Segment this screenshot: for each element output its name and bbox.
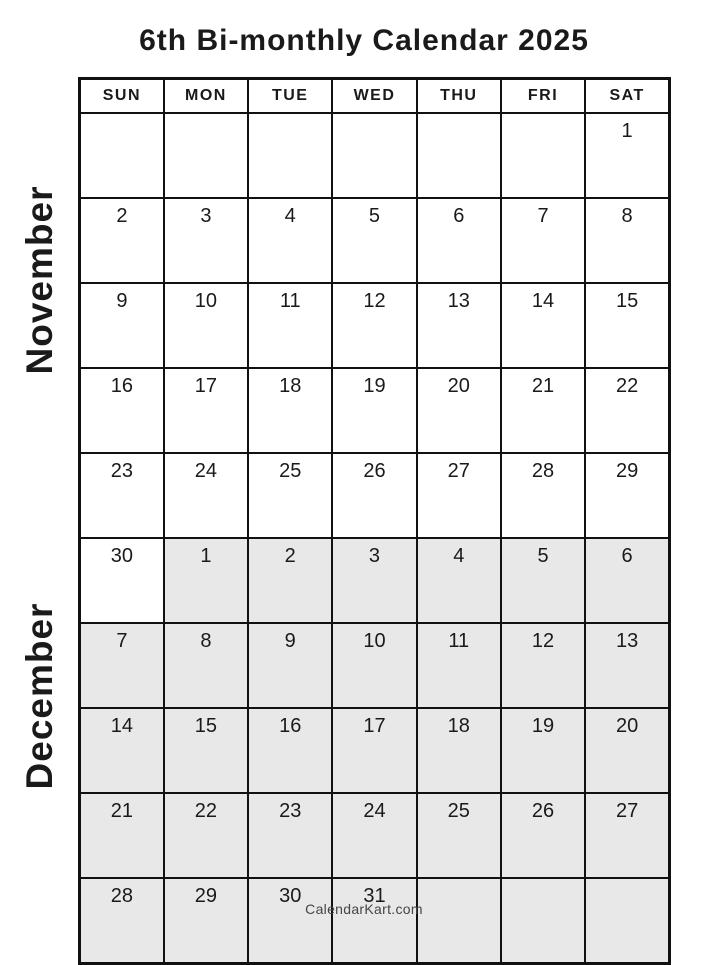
weekday-header-wed: WED [331,77,418,114]
calendar-day-cell: 11 [247,282,334,369]
calendar-day-cell: 27 [415,452,502,539]
calendar-day-cell: 27 [584,792,671,879]
calendar-week-row: 23 24 25 26 27 28 29 [78,452,671,539]
calendar-day-cell: 13 [415,282,502,369]
calendar-day-cell: 17 [162,367,250,454]
calendar-day-cell [415,877,502,965]
calendar-day-cell [247,112,334,199]
calendar-day-cell: 8 [162,622,250,709]
calendar-day-cell: 30 [247,877,334,965]
calendar-day-cell: 2 [78,197,165,284]
calendar-day-cell: 24 [331,792,418,879]
calendar-day-cell: 26 [331,452,418,539]
weekday-header-tue: TUE [247,77,334,114]
calendar-day-cell: 15 [584,282,671,369]
weekday-header-sat: SAT [584,77,671,114]
calendar-day-cell [584,877,671,965]
calendar-day-cell: 16 [247,707,334,794]
calendar-day-cell: 9 [247,622,334,709]
calendar-week-row: 9 10 11 12 13 14 15 [78,282,671,369]
calendar-day-cell: 1 [162,537,250,624]
calendar-day-cell: 6 [415,197,502,284]
month-label-december: December [19,602,60,790]
calendar-day-cell: 25 [247,452,334,539]
calendar-day-cell: 23 [247,792,334,879]
weekday-header-fri: FRI [499,77,587,114]
calendar-week-row: 7 8 9 10 11 12 13 [78,622,671,709]
calendar-day-cell: 18 [247,367,334,454]
calendar-day-cell: 20 [415,367,502,454]
calendar-week-row: 1 [78,112,671,199]
footer-watermark: CalendarKart.com [305,901,423,917]
calendar-day-cell: 13 [584,622,671,709]
calendar-week-row: 21 22 23 24 25 26 27 [78,792,671,879]
calendar-day-cell [162,112,250,199]
calendar-day-cell: 19 [331,367,418,454]
calendar-day-cell: 24 [162,452,250,539]
calendar-day-cell: 14 [499,282,587,369]
calendar-day-cell: 10 [331,622,418,709]
calendar-day-cell: 3 [331,537,418,624]
page-title: 6th Bi-monthly Calendar 2025 [139,24,589,57]
calendar-day-cell: 22 [584,367,671,454]
calendar-day-cell: 28 [78,877,165,965]
calendar-day-cell [499,112,587,199]
calendar-day-cell: 21 [499,367,587,454]
calendar-day-cell: 19 [499,707,587,794]
calendar-day-cell: 31 [331,877,418,965]
month-label-november: November [19,185,60,375]
weekday-header-row: SUN MON TUE WED THU FRI SAT [78,77,671,114]
calendar-day-cell: 21 [78,792,165,879]
calendar-day-cell: 17 [331,707,418,794]
weekday-header-sun: SUN [78,77,165,114]
calendar-day-cell: 22 [162,792,250,879]
calendar-day-cell: 12 [499,622,587,709]
calendar-day-cell: 20 [584,707,671,794]
calendar-day-cell: 14 [78,707,165,794]
calendar-day-cell [415,112,502,199]
calendar-day-cell: 15 [162,707,250,794]
calendar-day-cell [499,877,587,965]
calendar-day-cell: 9 [78,282,165,369]
calendar-day-cell [331,112,418,199]
calendar-day-cell: 3 [162,197,250,284]
calendar-day-cell: 18 [415,707,502,794]
calendar-body: 1 2 3 4 5 6 7 8 9 10 11 12 13 14 15 16 17 18 19 20 21 22 23 24 2… [78,112,671,965]
calendar-day-cell: 28 [499,452,587,539]
calendar-table: SUN MON TUE WED THU FRI SAT 1 2 3 4 5 6 7 8 9 10 11 12 13 1… [78,77,671,965]
calendar-week-row: 30 1 2 3 4 5 6 [78,537,671,624]
calendar-day-cell: 4 [415,537,502,624]
calendar-day-cell: 29 [162,877,250,965]
calendar-week-row: 14 15 16 17 18 19 20 [78,707,671,794]
weekday-header-thu: THU [415,77,502,114]
calendar-day-cell: 7 [499,197,587,284]
calendar-day-cell: 5 [499,537,587,624]
calendar-day-cell: 5 [331,197,418,284]
calendar-day-cell: 1 [584,112,671,199]
calendar-day-cell: 25 [415,792,502,879]
calendar-day-cell: 30 [78,537,165,624]
calendar-day-cell: 29 [584,452,671,539]
calendar-day-cell: 8 [584,197,671,284]
calendar-header: SUN MON TUE WED THU FRI SAT [78,77,671,114]
calendar-day-cell: 16 [78,367,165,454]
calendar-week-row: 28 29 30 31 [78,877,671,965]
calendar-day-cell: 7 [78,622,165,709]
calendar-day-cell: 10 [162,282,250,369]
weekday-header-mon: MON [162,77,250,114]
calendar-day-cell: 12 [331,282,418,369]
calendar-day-cell: 2 [247,537,334,624]
calendar-week-row: 16 17 18 19 20 21 22 [78,367,671,454]
calendar-day-cell [78,112,165,199]
calendar-day-cell: 4 [247,197,334,284]
calendar-day-cell: 23 [78,452,165,539]
calendar-day-cell: 6 [584,537,671,624]
calendar-day-cell: 11 [415,622,502,709]
calendar-day-cell: 26 [499,792,587,879]
